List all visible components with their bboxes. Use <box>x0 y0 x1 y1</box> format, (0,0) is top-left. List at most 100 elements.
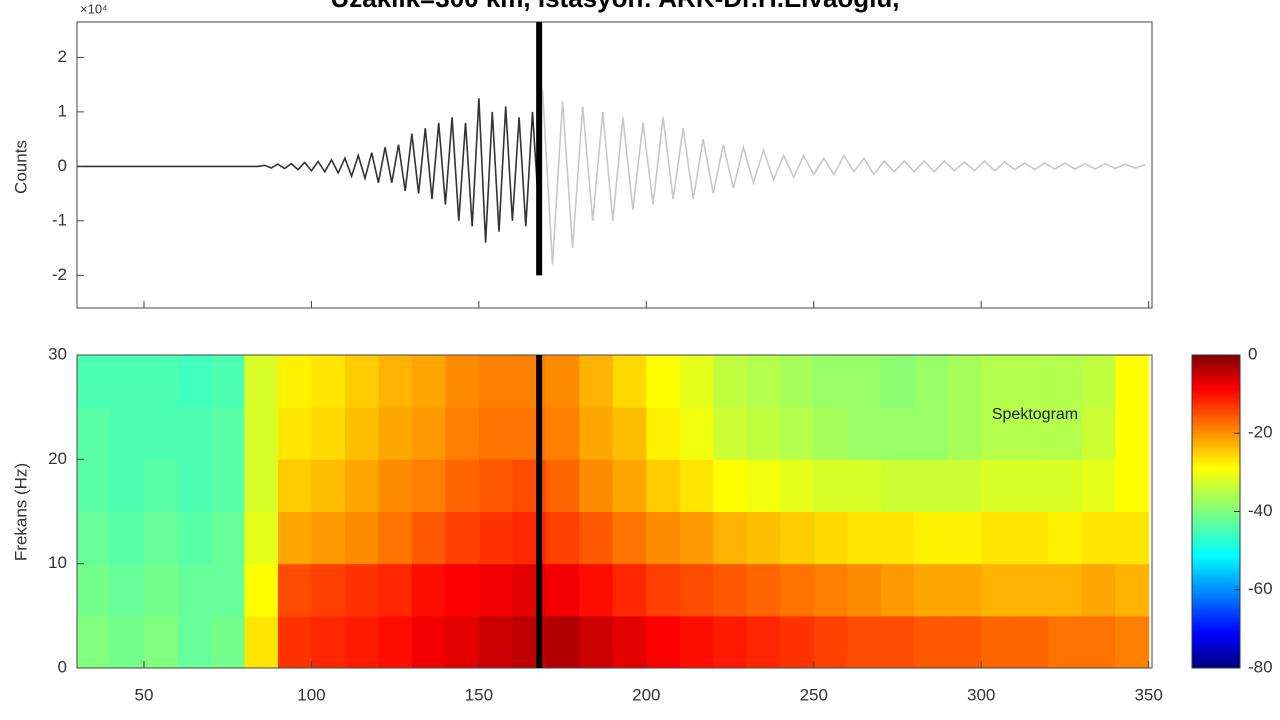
heat-cell <box>880 563 915 617</box>
heat-cell <box>1014 459 1049 512</box>
heat-cell <box>110 355 145 408</box>
heat-cell <box>344 407 379 460</box>
heat-cell <box>947 407 982 460</box>
heat-cell <box>210 407 245 460</box>
heat-cell <box>813 511 848 565</box>
colorbar <box>1191 354 1241 669</box>
heat-cell <box>143 563 178 617</box>
heat-cell <box>378 615 413 669</box>
heat-cell <box>478 563 513 617</box>
heat-cell <box>545 615 580 669</box>
colorbar-tick-label: -60 <box>1248 579 1273 598</box>
heat-cell <box>445 355 480 408</box>
x-tick-label: 100 <box>297 685 325 704</box>
heat-cell <box>679 563 714 617</box>
heat-cell <box>110 563 145 617</box>
heat-cell <box>77 407 111 460</box>
colorbar-tick-label: -80 <box>1248 657 1273 676</box>
heat-cell <box>612 563 647 617</box>
heat-cell <box>579 459 614 512</box>
heat-cell <box>679 459 714 512</box>
heat-cell <box>378 511 413 565</box>
heat-cell <box>947 511 982 565</box>
heat-cell <box>478 355 513 408</box>
heat-cell <box>847 615 882 669</box>
heat-cell <box>77 511 111 565</box>
heat-cell <box>311 511 346 565</box>
colorbar-tick-label: -20 <box>1248 423 1273 442</box>
heat-cell <box>981 511 1016 565</box>
heat-cell <box>1115 563 1150 617</box>
heat-cell <box>1081 407 1116 460</box>
heat-cell <box>1115 459 1150 512</box>
heat-cell <box>244 355 279 408</box>
heat-cell <box>311 407 346 460</box>
heat-cell <box>210 355 245 408</box>
heat-cell <box>545 459 580 512</box>
heat-cell <box>713 615 748 669</box>
heat-cell <box>679 511 714 565</box>
heat-cell <box>579 615 614 669</box>
heat-cell <box>947 459 982 512</box>
y-tick-label: 20 <box>48 449 67 468</box>
heat-cell <box>311 563 346 617</box>
heat-cell <box>813 355 848 408</box>
heat-cell <box>1115 407 1150 460</box>
heat-cell <box>780 615 815 669</box>
heat-cell <box>746 459 781 512</box>
heat-cell <box>579 563 614 617</box>
heat-cell <box>1048 615 1083 669</box>
heat-cell <box>746 355 781 408</box>
waveform <box>77 98 540 243</box>
heat-cell <box>1048 355 1083 408</box>
heat-cell <box>780 407 815 460</box>
heat-cell <box>612 459 647 512</box>
heat-cell <box>445 563 480 617</box>
heat-cell <box>579 355 614 408</box>
heat-cell <box>445 615 480 669</box>
heat-cell <box>847 355 882 408</box>
heat-cell <box>1014 355 1049 408</box>
heat-cell <box>579 407 614 460</box>
heat-cell <box>478 407 513 460</box>
heat-cell <box>646 511 681 565</box>
heat-cell <box>713 407 748 460</box>
heat-cell <box>143 355 178 408</box>
heat-cell <box>478 615 513 669</box>
heat-cell <box>746 615 781 669</box>
heat-cell <box>110 459 145 512</box>
heat-cell <box>612 511 647 565</box>
heat-cell <box>1115 615 1150 669</box>
heat-cell <box>646 563 681 617</box>
heat-cell <box>947 563 982 617</box>
heat-cell <box>847 563 882 617</box>
heat-cell <box>110 615 145 669</box>
heat-cell <box>780 355 815 408</box>
heat-cell <box>210 615 245 669</box>
x-tick-label: 300 <box>967 685 995 704</box>
heat-cell <box>813 615 848 669</box>
y-tick-label: 2 <box>58 47 67 66</box>
heat-cell <box>545 563 580 617</box>
y-tick-label: 1 <box>58 101 67 120</box>
x-tick-label: 350 <box>1134 685 1162 704</box>
heat-cell <box>244 615 279 669</box>
heat-cell <box>646 615 681 669</box>
y-axis-label: Frekans (Hz) <box>11 463 30 561</box>
heat-cell <box>880 615 915 669</box>
heat-cell <box>1014 563 1049 617</box>
heat-cell <box>177 459 212 512</box>
heat-cell <box>143 511 178 565</box>
heat-cell <box>646 355 681 408</box>
heat-cell <box>77 615 111 669</box>
heat-cell <box>847 407 882 460</box>
heat-cell <box>847 459 882 512</box>
heat-cell <box>612 355 647 408</box>
heat-cell <box>780 511 815 565</box>
heat-cell <box>1048 511 1083 565</box>
heat-cell <box>880 459 915 512</box>
axes-frame <box>76 354 1153 669</box>
heat-cell <box>679 355 714 408</box>
heat-cell <box>344 563 379 617</box>
